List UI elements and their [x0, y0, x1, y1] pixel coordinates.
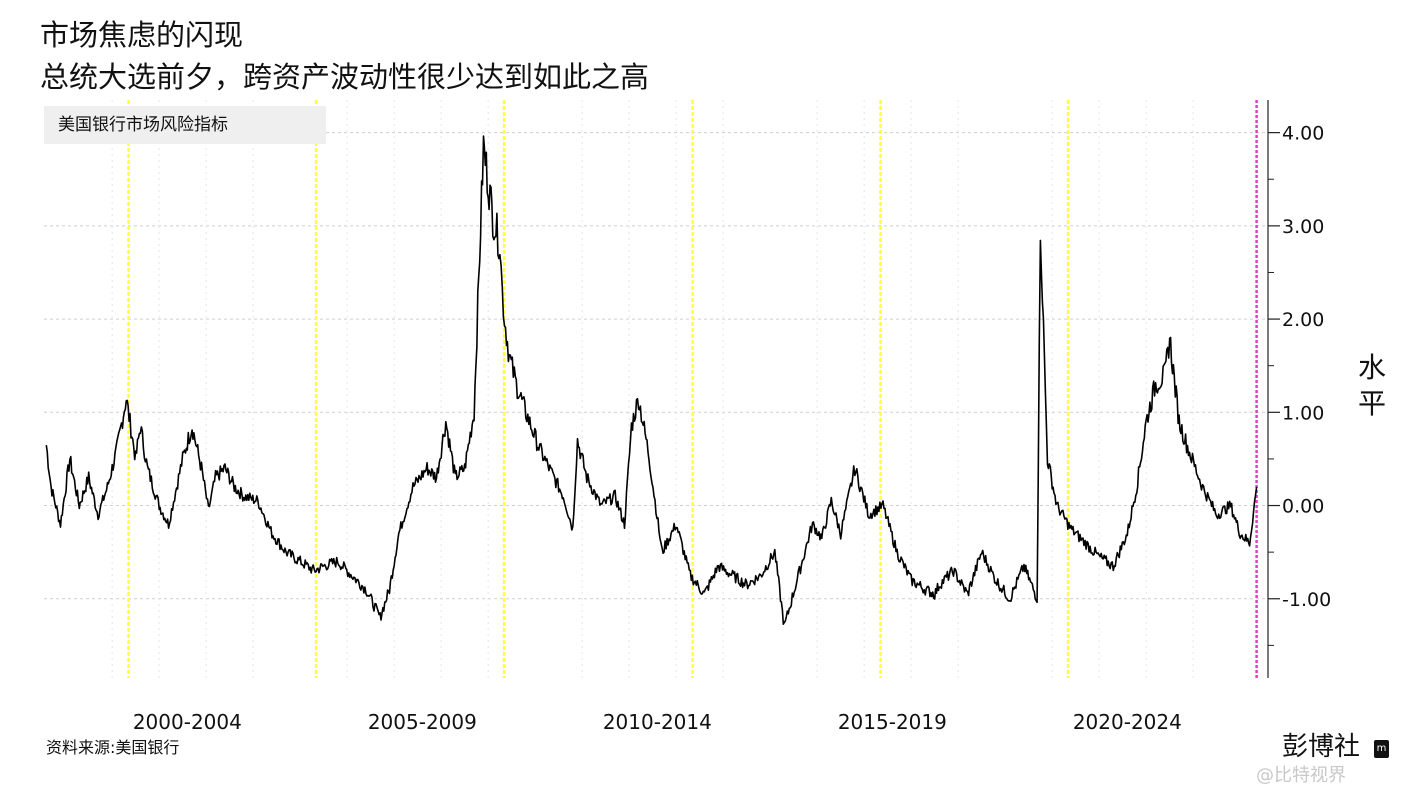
y-axis: 4.00 3.00 2.00 1.00 0.00 -1.00	[1267, 100, 1331, 678]
x-tick-label: 2015-2019	[838, 710, 947, 734]
watermark: @比特视界	[1256, 765, 1346, 786]
x-tick-label: 2000-2004	[133, 710, 242, 734]
y-tick-label: 1.00	[1282, 402, 1324, 424]
series-layer	[45, 135, 1258, 626]
y-axis-label-char: 平	[1357, 387, 1386, 420]
x-tick-label: 2020-2024	[1073, 710, 1182, 734]
y-tick-label: 2.00	[1282, 309, 1324, 331]
legend: 美国银行市场风险指标	[44, 106, 326, 144]
chart-title: 市场焦虑的闪现	[40, 18, 244, 52]
y-tick-label: -1.00	[1282, 589, 1331, 611]
x-tick-label: 2005-2009	[368, 710, 477, 734]
x-tick-label: 2010-2014	[603, 710, 712, 734]
grid-lines	[44, 100, 1266, 678]
y-axis-label-char: 水	[1357, 351, 1386, 384]
y-tick-label: 4.00	[1282, 123, 1324, 145]
brand-logo: 彭博社	[1282, 732, 1361, 762]
series-line	[45, 135, 1258, 626]
election-markers	[127, 100, 1258, 678]
x-axis-labels: 2000-2004 2005-2009 2010-2014 2015-2019 2020…	[133, 710, 1182, 734]
source-note: 资料来源:美国银行	[46, 738, 180, 757]
chart-subtitle: 总统大选前夕，跨资产波动性很少达到如此之高	[40, 60, 650, 94]
brand-mark-icon: m	[1374, 740, 1389, 758]
y-tick-label: 3.00	[1282, 216, 1324, 238]
y-tick-label: 0.00	[1282, 496, 1324, 518]
y-axis-label: 水 平	[1352, 350, 1392, 422]
legend-series-name: 美国银行市场风险指标	[58, 115, 228, 135]
